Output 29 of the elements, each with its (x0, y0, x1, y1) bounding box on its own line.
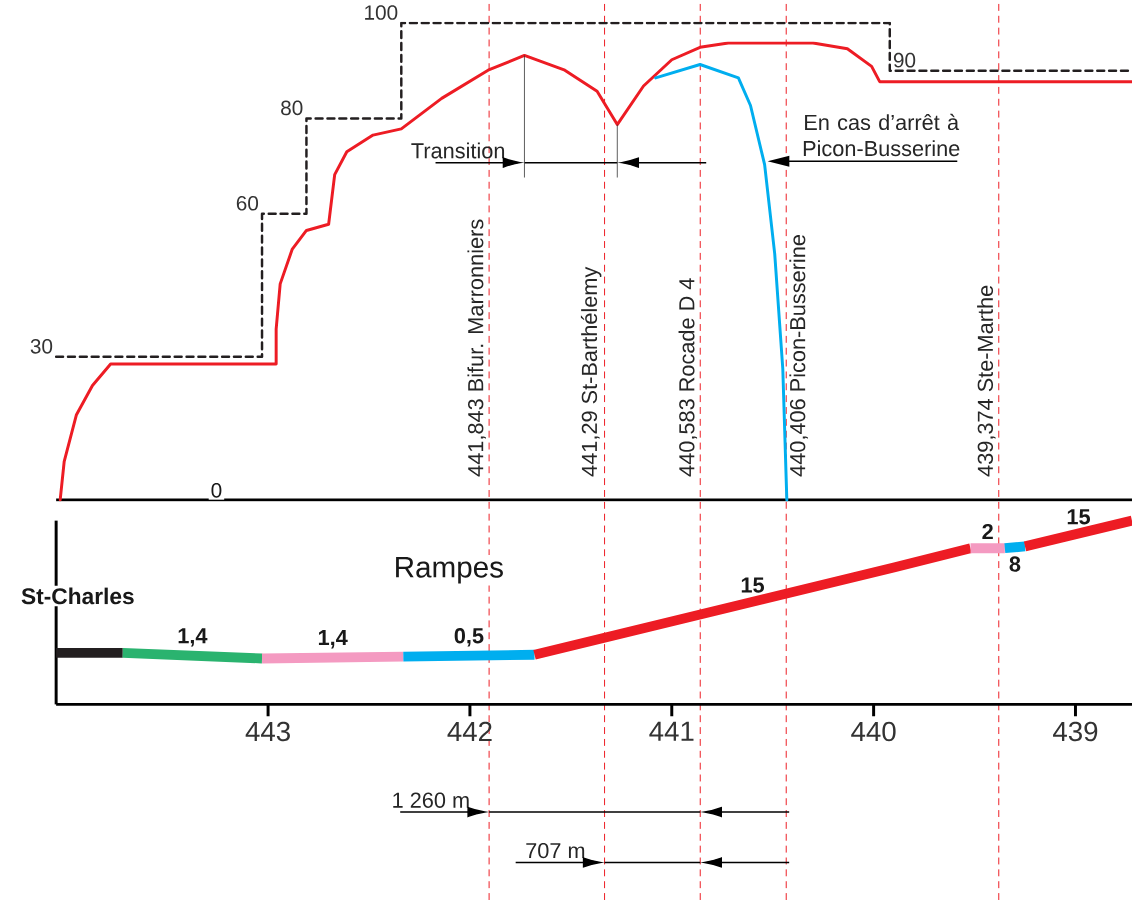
ref-line-label: 440,583 Rocade D 4 (678, 278, 698, 477)
data-label: 30 (30, 339, 53, 354)
x-tick-label: 441 (649, 721, 694, 741)
text: 707 m (526, 842, 585, 859)
data-label: 80 (281, 100, 303, 116)
annotation: En cas d’arrêt à Picon-Busserine (803, 113, 960, 157)
data-label: 100 (365, 5, 398, 20)
ref-line-label: 441,843 Bifur. Marronniers (467, 219, 486, 477)
series-label: 15 (741, 577, 764, 593)
series-label: 0,5 (454, 628, 484, 647)
annotation: 0 (211, 483, 222, 498)
series-label: 1,4 (178, 628, 208, 647)
series-label: 2 (982, 523, 993, 540)
ref-line-label: 441,29 St-Barthélemy (580, 266, 602, 477)
annotation: Rampes (396, 556, 503, 584)
series-label: 15 (1067, 509, 1090, 525)
text: 1 260 m (393, 792, 469, 808)
annotation: St-Charles (21, 587, 134, 605)
x-tick-label: 443 (245, 721, 290, 742)
ref-line-label: 440,406 Picon-Busserine (789, 235, 808, 477)
ref-line-label: 439,374 Ste-Marthe (977, 285, 996, 477)
data-label: 90 (893, 52, 916, 68)
x-tick-label: 440 (851, 721, 896, 742)
annotation: Transition (411, 142, 505, 159)
series-label: 1,4 (318, 630, 348, 649)
data-label: 60 (236, 195, 259, 211)
x-tick-label: 439 (1053, 721, 1098, 742)
series-label: 8 (1009, 556, 1021, 572)
x-tick-label: 442 (447, 721, 492, 742)
